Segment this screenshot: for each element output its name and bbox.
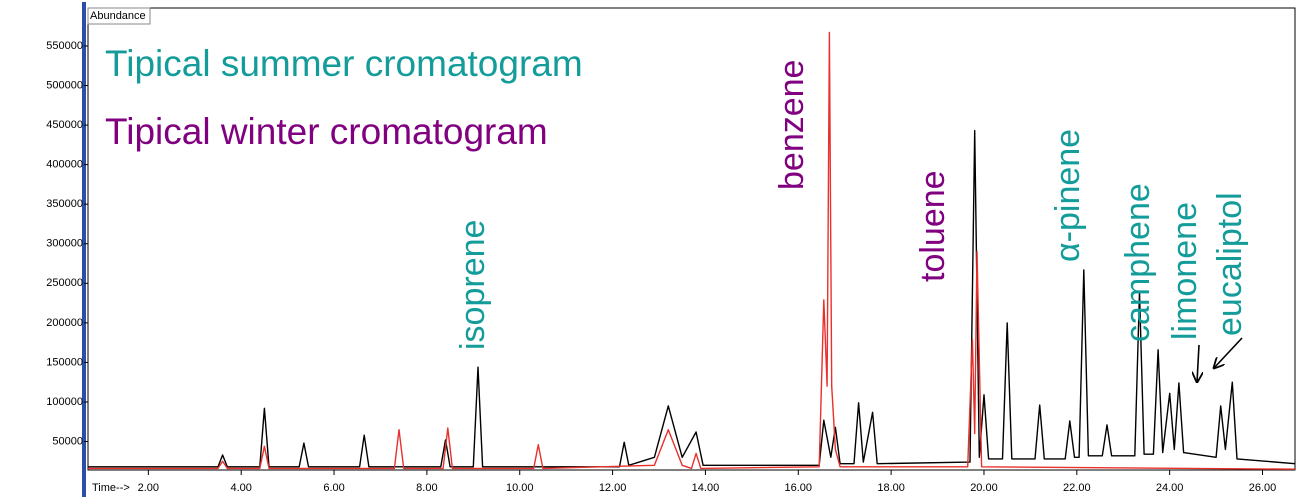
x-tick-label: 24.00 <box>1156 482 1184 494</box>
annotation: camphene <box>1119 183 1157 342</box>
x-tick-label: 12.00 <box>599 482 627 494</box>
annotation: toluene <box>914 170 952 282</box>
y-tick-label: 300000 <box>46 238 83 250</box>
window-edge <box>82 2 86 497</box>
traces <box>88 31 1296 470</box>
arrow <box>1197 344 1199 382</box>
x-axis-label: Time--> <box>92 482 130 494</box>
y-tick-label: 150000 <box>46 356 83 368</box>
y-tick-label: 550000 <box>46 40 83 52</box>
annotation: benzene <box>773 60 811 190</box>
annotation: limonene <box>1166 202 1204 340</box>
y-tick-label: 450000 <box>46 119 83 131</box>
y-axis-label: Abundance <box>90 10 146 22</box>
x-tick-label: 20.00 <box>970 482 998 494</box>
annotation: eucaliptol <box>1211 192 1249 336</box>
x-tick-label: 26.00 <box>1249 482 1277 494</box>
legend-entry: Tipical winter cromatogram <box>105 111 548 152</box>
y-tick-label: 400000 <box>46 159 83 171</box>
annotation: isoprene <box>454 220 492 350</box>
trace <box>88 129 1296 468</box>
annotation: α-pinene <box>1049 129 1087 262</box>
y-tick-label: 250000 <box>46 277 83 289</box>
legend-entry: Tipical summer cromatogram <box>105 43 583 84</box>
y-tick-label: 500000 <box>46 79 83 91</box>
y-tick-label: 200000 <box>46 317 83 329</box>
x-tick-label: 16.00 <box>785 482 813 494</box>
plot-frame <box>87 7 1296 471</box>
x-tick-label: 2.00 <box>138 482 159 494</box>
x-tick-label: 8.00 <box>416 482 437 494</box>
x-tick-label: 4.00 <box>230 482 251 494</box>
y-tick-label: 50000 <box>52 435 83 447</box>
arrow <box>1214 337 1243 368</box>
axes: 50000 100000 150000 200000 250000 300000 35000… <box>46 40 1276 494</box>
x-tick-label: 6.00 <box>323 482 344 494</box>
x-tick-label: 22.00 <box>1063 482 1091 494</box>
ylabel-box <box>87 7 151 25</box>
x-tick-label: 14.00 <box>692 482 720 494</box>
x-tick-label: 18.00 <box>877 482 905 494</box>
y-tick-label: 100000 <box>46 396 83 408</box>
y-tick-label: 350000 <box>46 198 83 210</box>
trace <box>88 31 1296 470</box>
x-tick-label: 10.00 <box>506 482 534 494</box>
